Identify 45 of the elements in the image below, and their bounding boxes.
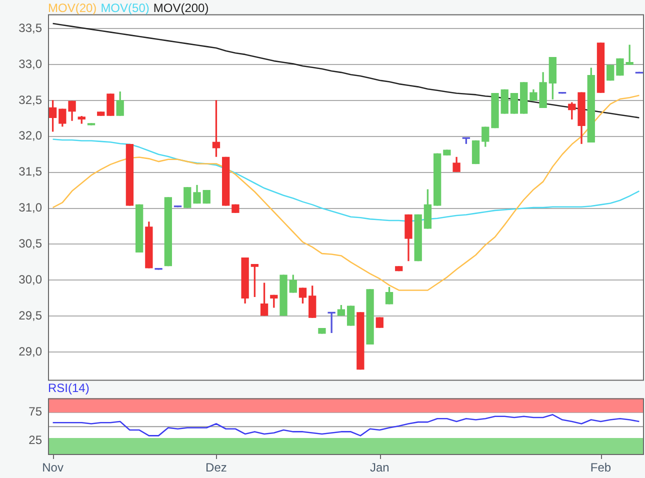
text: RSI(14) (48, 381, 90, 395)
y-tick-label: 32,5 (18, 92, 42, 107)
y-tick-label: 29,0 (18, 344, 42, 358)
series-label: MOV(200) (153, 1, 209, 15)
text: MOV(50) (100, 1, 150, 15)
candlestick (135, 204, 144, 252)
candlestick (491, 92, 499, 128)
candlestick (376, 317, 384, 328)
y-tick-label: 25 (28, 433, 42, 448)
candlestick (472, 140, 480, 164)
y-tick-label: 31,5 (18, 164, 42, 179)
y-tick-label: 30,0 (18, 272, 42, 286)
candlestick (164, 197, 172, 266)
x-tick-label: Nov (42, 460, 64, 475)
candlestick (318, 328, 326, 334)
candlestick (462, 137, 470, 144)
candlestick (433, 153, 442, 206)
candlestick (414, 214, 422, 262)
candlestick (106, 94, 114, 116)
candlestick (443, 150, 451, 156)
candlestick (395, 266, 403, 272)
x-tick-label: Dez (206, 460, 227, 475)
y-tick-label: 30,5 (18, 236, 42, 251)
candlestick (97, 112, 105, 116)
y-tick-label: 33,5 (18, 20, 42, 35)
candlestick (222, 156, 230, 206)
candlestick (366, 289, 374, 344)
candlestick (280, 274, 288, 316)
x-tick-label: Jan (370, 460, 390, 475)
y-tick-label: 29,5 (18, 308, 42, 322)
y-tick-label: 32,0 (18, 128, 42, 143)
candlestick (346, 306, 355, 326)
candlestick (356, 312, 364, 370)
y-tick-label: 75 (28, 404, 42, 419)
y-tick-label: 33,0 (18, 56, 42, 71)
candlestick (184, 187, 192, 208)
y-tick-label: 31,0 (18, 200, 42, 215)
candlestick (520, 82, 528, 114)
candlestick (616, 58, 624, 76)
x-tick-label: Feb (590, 460, 612, 475)
text: MOV(20) (48, 1, 97, 15)
candlestick (202, 190, 210, 204)
candlestick (232, 204, 240, 213)
candlestick (126, 144, 134, 206)
candlestick (596, 42, 605, 93)
